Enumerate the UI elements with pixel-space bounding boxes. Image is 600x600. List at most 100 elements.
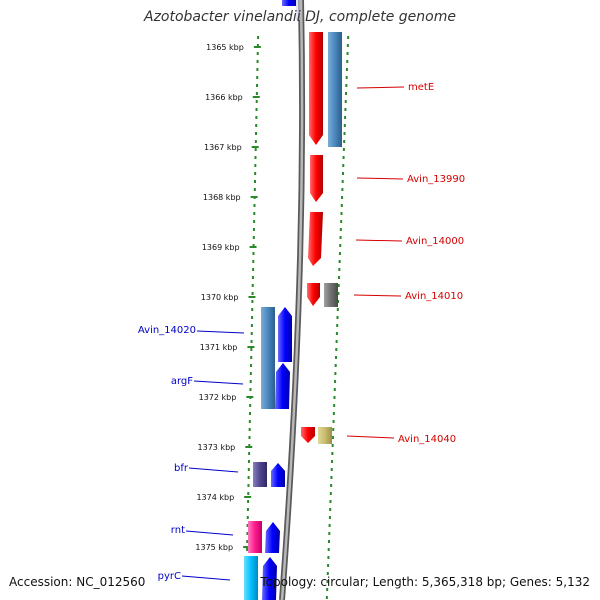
track-boundary-dot	[340, 220, 343, 223]
track-boundary-dot	[340, 212, 343, 215]
label-metE[interactable]: metE	[408, 82, 434, 93]
gene-rnt-pink[interactable]	[248, 521, 262, 553]
track-boundary-dot	[248, 444, 251, 447]
track-boundary-dot	[255, 116, 258, 119]
gene-avin-14040-red[interactable]	[301, 427, 315, 443]
label-avin-13990[interactable]: Avin_13990	[407, 174, 465, 185]
track-boundary-dot	[338, 268, 341, 271]
track-boundary-dot	[252, 244, 255, 247]
track-boundary-dot	[254, 164, 257, 167]
label-bfr[interactable]: bfr	[174, 463, 189, 474]
track-boundary-dot	[340, 204, 343, 207]
track-boundary-dot	[330, 468, 333, 471]
track-boundary-dot	[334, 380, 337, 383]
track-boundary-dot	[332, 420, 335, 423]
track-boundary-dot	[331, 460, 334, 463]
gene-metE-red[interactable]	[309, 32, 323, 145]
track-boundary-dot	[330, 476, 333, 479]
track-boundary-dot	[251, 300, 254, 303]
track-boundary-dot	[253, 204, 256, 207]
label-rnt[interactable]: rnt	[171, 525, 185, 536]
track-boundary-dot	[338, 276, 341, 279]
track-boundary-dot	[333, 404, 336, 407]
track-boundary-dot	[334, 372, 337, 375]
gene-bfr-blue[interactable]	[271, 463, 285, 487]
gene-rnt-blue[interactable]	[265, 522, 280, 553]
track-boundary-dot	[338, 260, 341, 263]
track-boundary-dot	[248, 452, 251, 455]
kbp-tick-label: 1374 kbp	[196, 493, 234, 502]
kbp-scale: 1365 kbp 1366 kbp 1367 kbp 1368 kbp 1369 kbp…	[195, 43, 261, 552]
gene-avin-14010-red[interactable]	[307, 283, 320, 306]
left-gene-labels: Avin_14020 argF bfr rnt pyrC	[138, 325, 245, 582]
kbp-tick-label: 1368 kbp	[203, 193, 241, 202]
track-boundary-dot	[336, 316, 339, 319]
kbp-tick-label: 1367 kbp	[204, 143, 242, 152]
gene-pyrC-blue[interactable]	[262, 557, 277, 600]
track-boundary-dot	[246, 516, 249, 519]
track-boundary-dot	[332, 428, 335, 431]
track-boundary-dot	[256, 84, 259, 87]
genome-title: Azotobacter vinelandii DJ, complete geno…	[144, 9, 456, 25]
track-boundary-dot	[329, 492, 332, 495]
gene-avin-14040-khaki[interactable]	[318, 427, 332, 444]
gene-metE-steel[interactable]	[328, 32, 342, 147]
track-boundary-dot	[255, 92, 258, 95]
track-boundary-dot	[249, 388, 252, 391]
gene-avin-13990[interactable]	[310, 155, 323, 202]
label-argF[interactable]: argF	[171, 376, 193, 387]
track-boundary-dot	[343, 132, 346, 135]
track-boundary-dot	[336, 308, 339, 311]
gene-bfr-purple[interactable]	[253, 462, 267, 487]
track-boundary-dot	[250, 340, 253, 343]
track-boundary-dot	[251, 276, 254, 279]
track-boundary-dot	[328, 516, 331, 519]
track-boundary-dot	[337, 284, 340, 287]
gene-avin-14000[interactable]	[308, 212, 323, 266]
track-boundary-dot	[251, 292, 254, 295]
gene-pyrC-cyan[interactable]	[244, 556, 258, 600]
track-boundary-dot	[249, 412, 252, 415]
track-boundary-dot	[247, 484, 250, 487]
track-boundary-dot	[253, 220, 256, 223]
kbp-tick-label: 1366 kbp	[205, 93, 243, 102]
track-boundary-dot	[252, 252, 255, 255]
gene-avin-14020-steel[interactable]	[261, 307, 275, 409]
gene-feature-top-fragment[interactable]	[282, 0, 296, 6]
accession-text: Accession: NC_012560	[9, 575, 146, 589]
track-boundary-dot	[338, 252, 341, 255]
track-boundary-dot	[339, 228, 342, 231]
track-boundary-dot	[336, 324, 339, 327]
track-boundary-dot	[344, 108, 347, 111]
label-avin-14000[interactable]: Avin_14000	[406, 236, 464, 247]
track-boundary-dot	[256, 52, 259, 55]
track-boundary-dot	[342, 164, 345, 167]
track-boundary-dot	[252, 236, 255, 239]
track-boundary-dot	[342, 156, 345, 159]
gene-argF[interactable]	[275, 363, 290, 409]
track-boundary-dot	[252, 260, 255, 263]
track-boundary-dot	[344, 116, 347, 119]
track-boundary-dot	[247, 460, 250, 463]
label-pyrC[interactable]: pyrC	[158, 571, 181, 582]
label-avin-14010[interactable]: Avin_14010	[405, 291, 463, 302]
track-boundary-dot	[250, 324, 253, 327]
track-boundary-dot	[249, 404, 252, 407]
track-boundary-dot	[256, 44, 259, 47]
track-boundary-dot	[248, 436, 251, 439]
gene-avin-14010-gray[interactable]	[324, 283, 338, 307]
track-boundary-dot	[341, 172, 344, 175]
track-boundary-dot	[335, 348, 338, 351]
label-avin-14020[interactable]: Avin_14020	[138, 325, 196, 336]
track-boundary-dot	[256, 68, 259, 71]
label-avin-14040[interactable]: Avin_14040	[398, 434, 456, 445]
track-boundary-dot	[345, 92, 348, 95]
track-boundary-dot	[246, 532, 249, 535]
track-boundary-dot	[249, 380, 252, 383]
track-boundary-dot	[252, 268, 255, 271]
track-boundary-dot	[246, 508, 249, 511]
gene-avin-14020-blue[interactable]	[278, 307, 292, 362]
track-boundary-dot	[256, 60, 259, 63]
track-boundary-dot	[251, 316, 254, 319]
